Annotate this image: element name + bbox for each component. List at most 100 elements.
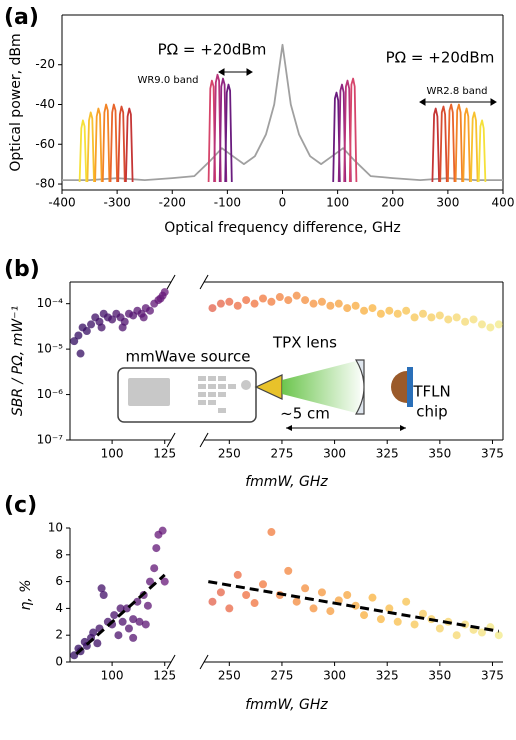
y-tick-label: -20	[35, 57, 55, 71]
point	[97, 584, 106, 593]
point	[139, 313, 148, 322]
line	[86, 111, 95, 183]
x-tick-label: 125	[153, 669, 176, 683]
line	[462, 107, 471, 183]
point	[292, 597, 301, 606]
x-tick-label: 100	[101, 669, 124, 683]
axis-break	[199, 654, 209, 670]
x-tick-label: 375	[481, 447, 504, 461]
line	[208, 580, 500, 633]
annotation: chip	[416, 403, 447, 421]
x-tick-label: 250	[218, 447, 241, 461]
line	[343, 79, 352, 183]
point	[343, 591, 352, 599]
point	[309, 604, 318, 613]
point	[410, 620, 419, 629]
point	[385, 306, 394, 315]
line	[207, 79, 217, 183]
point	[158, 526, 167, 535]
point	[110, 611, 119, 620]
point	[133, 597, 142, 606]
panel-label: (b)	[4, 257, 40, 282]
x-tick-label: 250	[218, 669, 241, 683]
band-arrows	[218, 68, 497, 106]
point	[284, 296, 293, 305]
point	[393, 617, 402, 626]
point	[326, 607, 335, 616]
annotation: ~5 cm	[280, 405, 330, 423]
axis-break	[199, 274, 209, 290]
x-tick-label: 325	[376, 669, 399, 683]
point	[486, 323, 495, 332]
point	[419, 609, 427, 618]
point	[351, 301, 360, 310]
y-tick-label: 2	[55, 628, 63, 642]
y-tick-label: 4	[55, 601, 63, 615]
point	[216, 299, 225, 308]
y-tick-label: -60	[35, 137, 55, 151]
y-axis-label: Optical power, dBm	[8, 33, 24, 171]
point	[93, 639, 102, 648]
point	[419, 309, 427, 318]
point	[87, 320, 96, 329]
axis-break	[166, 274, 176, 290]
point	[233, 301, 242, 310]
point	[150, 564, 159, 573]
point	[250, 599, 259, 608]
point	[141, 620, 150, 629]
point	[259, 580, 267, 589]
x-tick-label: 125	[153, 447, 176, 461]
point	[317, 297, 326, 306]
line	[213, 73, 222, 183]
point	[343, 304, 352, 313]
point	[368, 304, 377, 313]
point	[469, 315, 478, 324]
point	[477, 628, 486, 637]
point	[108, 315, 117, 324]
line	[109, 103, 118, 183]
line	[470, 111, 479, 183]
point	[402, 306, 411, 315]
line	[348, 77, 358, 183]
point	[146, 577, 154, 586]
line	[125, 107, 134, 183]
point	[216, 588, 225, 597]
x-tick-label: 200	[381, 196, 404, 210]
line	[439, 105, 448, 183]
x-tick-label: 375	[481, 669, 504, 683]
setup-diagram	[117, 359, 413, 431]
point	[435, 624, 444, 633]
x-axis-label: fmmW, GHz	[245, 474, 328, 490]
x-tick-label: -300	[104, 196, 131, 210]
x-tick-label: 350	[428, 669, 451, 683]
axis-break	[166, 654, 176, 670]
point	[160, 288, 169, 297]
y-tick-label: 10	[48, 521, 63, 535]
y-tick-label: 6	[55, 574, 63, 588]
point	[410, 313, 419, 322]
panel-label: (c)	[4, 493, 37, 518]
x-tick-label: -100	[214, 196, 241, 210]
point	[208, 597, 217, 606]
point	[402, 597, 411, 606]
axis-break	[199, 432, 209, 448]
x-tick-label: 400	[492, 196, 515, 210]
annotation: mmWave source	[126, 348, 251, 366]
point	[444, 315, 453, 324]
point	[309, 299, 318, 308]
point	[225, 604, 234, 613]
line	[117, 105, 126, 183]
point	[360, 306, 369, 315]
x-tick-label: 350	[428, 447, 451, 461]
y-tick-label: 10⁻⁶	[37, 387, 64, 401]
panel-label: (a)	[4, 5, 39, 30]
line	[62, 43, 503, 181]
x-axis-label: Optical frequency difference, GHz	[164, 220, 400, 236]
point	[250, 299, 259, 308]
annotation: TFLN	[412, 383, 450, 401]
point	[143, 601, 152, 610]
line	[332, 91, 341, 183]
point	[326, 301, 335, 310]
point	[233, 570, 242, 579]
point	[452, 631, 461, 640]
